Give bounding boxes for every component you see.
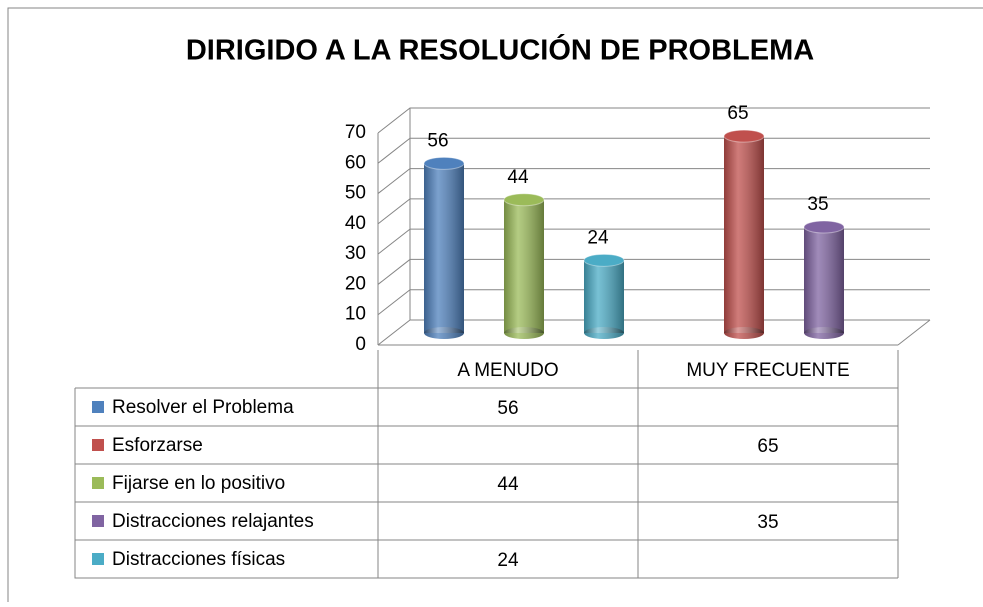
table-value: 24 xyxy=(497,550,519,571)
y-tick-label: 10 xyxy=(345,304,366,325)
table-value: 44 xyxy=(497,474,519,495)
legend-label: Resolver el Problema xyxy=(112,397,294,418)
legend-label: Fijarse en lo positivo xyxy=(112,473,285,494)
bar-shade xyxy=(724,136,764,333)
legend-key xyxy=(92,553,104,565)
data-label: 65 xyxy=(727,103,748,124)
legend-key xyxy=(92,515,104,527)
legend-key xyxy=(92,477,104,489)
legend-label: Distracciones relajantes xyxy=(112,511,314,532)
data-label: 35 xyxy=(807,194,828,215)
bar-top xyxy=(803,220,845,234)
table-value: 56 xyxy=(497,398,518,419)
bar-top xyxy=(503,193,545,207)
table-value: 35 xyxy=(757,512,778,533)
bar-base-shade xyxy=(804,327,844,339)
wall xyxy=(377,108,931,346)
legend-key xyxy=(92,439,104,451)
category-label: MUY FRECUENTE xyxy=(686,360,849,381)
bar-shade xyxy=(504,199,544,333)
y-tick-label: 40 xyxy=(345,213,366,234)
bar-shade xyxy=(804,227,844,333)
y-tick-label: 60 xyxy=(345,152,366,173)
y-tick-label: 20 xyxy=(345,273,366,294)
table-grid xyxy=(74,350,899,579)
chart-title: DIRIGIDO A LA RESOLUCIÓN DE PROBLEMA xyxy=(186,33,814,67)
y-tick-label: 30 xyxy=(345,243,366,264)
bar-top xyxy=(723,129,765,143)
legend-label: Esforzarse xyxy=(112,435,203,456)
bar-base-shade xyxy=(724,327,764,339)
bar-top xyxy=(423,156,465,170)
legend-key xyxy=(92,401,104,413)
bar-top xyxy=(583,253,625,267)
data-label: 24 xyxy=(587,227,609,248)
grid-line xyxy=(377,107,930,134)
legend-label: Distracciones físicas xyxy=(112,549,285,570)
bar-shade xyxy=(584,260,624,333)
data-label: 56 xyxy=(427,130,448,151)
bar-shade xyxy=(424,163,464,333)
category-label: A MENUDO xyxy=(457,360,558,381)
data-label: 44 xyxy=(507,167,529,188)
y-tick-label: 50 xyxy=(345,183,366,204)
chart-border xyxy=(7,7,983,602)
y-tick-label: 70 xyxy=(345,122,366,143)
bar-base-shade xyxy=(424,327,464,339)
grid-line xyxy=(377,137,930,164)
y-tick-label: 0 xyxy=(355,334,366,355)
bar-base-shade xyxy=(504,327,544,339)
table-value: 65 xyxy=(757,436,778,457)
bar-base-shade xyxy=(584,327,624,339)
